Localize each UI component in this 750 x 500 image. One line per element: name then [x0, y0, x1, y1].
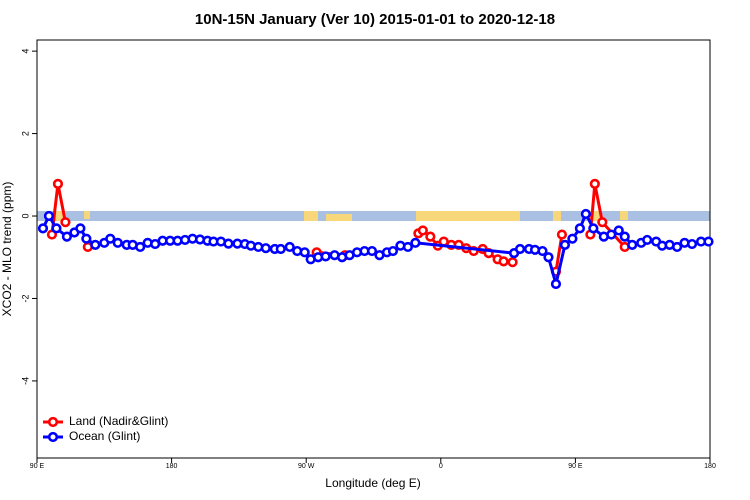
chart-title: 10N-15N January (Ver 10) 2015-01-01 to 2… — [195, 11, 555, 28]
data-point — [60, 217, 71, 228]
data-point — [537, 245, 548, 257]
legend-item: Land (Nadir&Glint) — [43, 414, 168, 428]
data-point — [507, 257, 518, 268]
data-point — [606, 229, 617, 240]
data-point — [686, 238, 698, 250]
data-point — [105, 233, 116, 244]
x-tick-label: 180 — [704, 463, 716, 470]
data-point — [402, 241, 413, 253]
data-point — [112, 237, 123, 248]
data-point — [627, 239, 638, 250]
y-tick-label: 0 — [20, 214, 30, 219]
data-point — [81, 233, 92, 244]
data-point — [498, 256, 509, 267]
y-tick-label: 4 — [20, 49, 30, 54]
data-point — [75, 223, 86, 234]
x-tick-label: 90 W — [298, 463, 315, 470]
legend-item: Ocean (Glint) — [43, 429, 140, 443]
data-point — [61, 231, 73, 242]
legend-label: Land (Nadir&Glint) — [69, 414, 168, 428]
land-strip — [326, 214, 352, 221]
land-strip — [416, 211, 520, 221]
land-strip — [84, 211, 90, 219]
y-tick-label: -4 — [20, 377, 30, 385]
data-point — [90, 239, 101, 250]
data-point — [619, 231, 630, 242]
x-tick-label: 0 — [439, 463, 443, 470]
land-strip — [56, 211, 66, 221]
data-point — [260, 243, 271, 254]
data-point — [514, 243, 526, 255]
data-point — [703, 236, 714, 247]
data-point — [574, 223, 585, 234]
map-strip — [37, 211, 710, 221]
data-point — [51, 223, 62, 234]
series-line — [554, 234, 564, 272]
x-axis-label: Longitude (deg E) — [325, 476, 420, 490]
data-point — [543, 252, 554, 263]
y-axis-label: XCO2 - MLO trend (ppm) — [0, 182, 14, 317]
data-point — [613, 225, 624, 236]
land-strip — [304, 211, 318, 221]
data-point — [425, 231, 436, 242]
x-tick-label: 90 E — [568, 463, 583, 470]
x-tick-label: 180 — [166, 463, 178, 470]
land-strip — [553, 211, 561, 221]
data-point — [387, 245, 399, 257]
data-point — [642, 234, 653, 246]
data-point — [417, 225, 428, 236]
y-tick-label: -2 — [20, 294, 30, 302]
data-point — [43, 210, 55, 222]
data-point — [550, 278, 562, 290]
y-tick-label: 2 — [20, 131, 30, 136]
ocean-strip — [37, 211, 710, 221]
data-point — [556, 229, 568, 240]
data-point — [588, 223, 599, 234]
data-point — [275, 243, 286, 255]
data-point — [567, 233, 578, 244]
legend-marker — [47, 431, 59, 443]
land-strip — [590, 211, 602, 221]
x-tick-label: 90 E — [30, 463, 45, 470]
legend-label: Ocean (Glint) — [69, 429, 140, 443]
data-point — [37, 223, 49, 234]
data-point — [52, 178, 64, 189]
data-point — [223, 238, 234, 249]
data-point — [135, 241, 146, 253]
data-point — [671, 241, 683, 253]
data-point — [410, 237, 421, 248]
data-point — [284, 241, 295, 253]
data-point — [320, 251, 331, 262]
data-point — [559, 239, 571, 250]
land-strip — [620, 211, 628, 220]
plot-box — [36, 39, 711, 459]
data-point — [597, 217, 608, 228]
data-point — [580, 208, 591, 220]
data-point — [589, 178, 600, 189]
legend-marker — [47, 416, 59, 428]
data-point — [299, 247, 310, 258]
data-point — [366, 245, 378, 257]
